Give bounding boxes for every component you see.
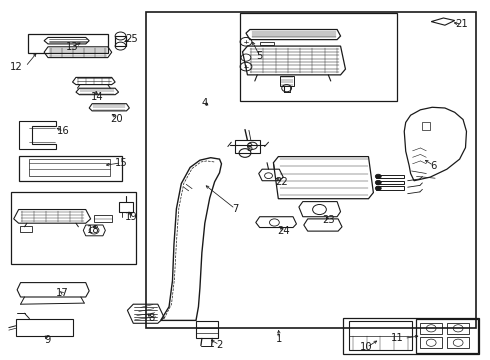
Text: 5: 5 — [256, 51, 263, 61]
Text: 23: 23 — [322, 215, 335, 225]
Text: 1: 1 — [276, 334, 283, 344]
Circle shape — [375, 174, 381, 179]
Text: 22: 22 — [275, 177, 288, 187]
Text: 17: 17 — [56, 288, 69, 298]
Text: 19: 19 — [125, 212, 138, 222]
Text: 3: 3 — [246, 143, 252, 153]
Text: 2: 2 — [216, 340, 223, 350]
Text: 12: 12 — [10, 62, 23, 72]
Text: 25: 25 — [125, 33, 138, 44]
Text: 20: 20 — [110, 114, 123, 124]
Text: 8: 8 — [149, 312, 155, 323]
Text: 7: 7 — [232, 204, 239, 214]
Text: 11: 11 — [391, 333, 403, 343]
Text: 10: 10 — [360, 342, 373, 352]
Circle shape — [375, 180, 381, 185]
Text: 14: 14 — [91, 92, 103, 102]
Text: 6: 6 — [430, 161, 437, 171]
Text: 4: 4 — [202, 98, 208, 108]
Text: 9: 9 — [45, 335, 51, 345]
Text: 15: 15 — [115, 158, 128, 168]
Text: 24: 24 — [277, 226, 290, 236]
Text: 18: 18 — [87, 225, 99, 235]
Text: 13: 13 — [66, 42, 79, 52]
Text: 21: 21 — [455, 19, 468, 29]
Text: 16: 16 — [57, 126, 70, 136]
Circle shape — [375, 186, 381, 190]
